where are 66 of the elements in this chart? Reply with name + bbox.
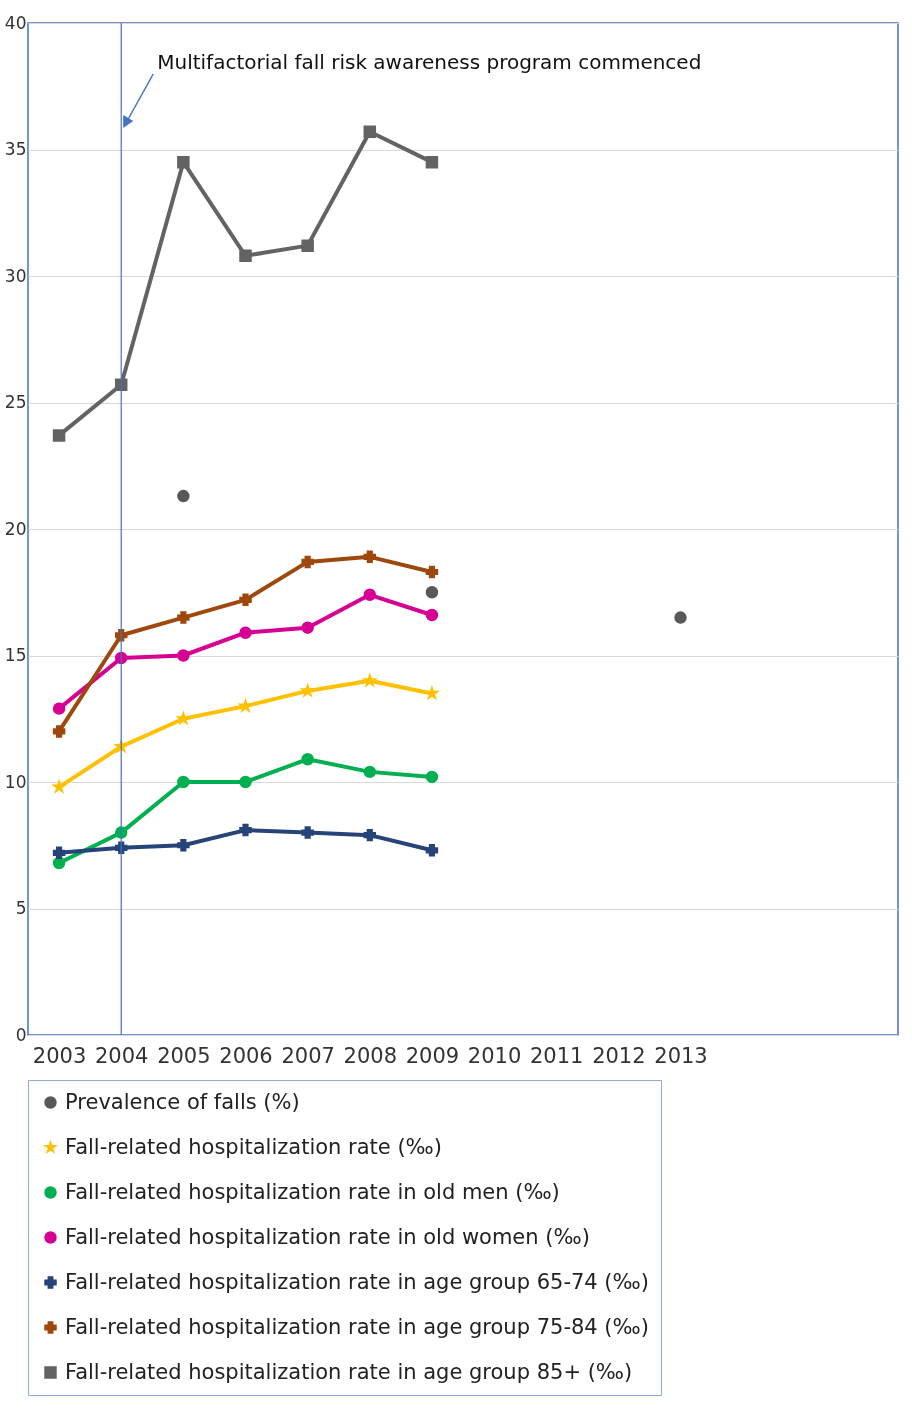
point [51, 778, 67, 794]
point [425, 770, 439, 784]
point [177, 649, 190, 662]
x-tick-label: 2007 [281, 1043, 335, 1068]
point [239, 775, 252, 789]
x-tick-label: 2013 [654, 1043, 708, 1068]
x-tick-label: 2003 [32, 1043, 87, 1068]
y-tick-label: 25 [4, 392, 27, 412]
point [52, 702, 66, 715]
point [301, 555, 314, 569]
legend-label: Fall-related hospitalization rate in age group 65-74 (‰) [65, 1269, 649, 1294]
legend-label: Fall-related hospitalization rate in age group 75-84 (‰) [65, 1314, 649, 1339]
point [363, 588, 377, 602]
point [301, 621, 314, 634]
point [239, 249, 252, 262]
point [425, 844, 439, 857]
point [177, 155, 190, 169]
x-tick-label: 2012 [592, 1043, 646, 1068]
point [239, 593, 252, 607]
legend-label: Fall-related hospitalization rate in old men (‰) [65, 1179, 560, 1204]
point [301, 239, 314, 252]
legend-label: Fall-related hospitalization rate in old women (‰) [65, 1224, 590, 1249]
y-tick-label: 10 [4, 771, 27, 792]
point [52, 429, 66, 442]
point [425, 565, 439, 579]
point [237, 697, 252, 713]
point [177, 489, 190, 503]
x-tick-label: 2010 [467, 1043, 522, 1068]
y-tick-label: 35 [4, 139, 27, 159]
x-tick-label: 2006 [219, 1043, 273, 1068]
point [52, 725, 66, 738]
legend-label: Fall-related hospitalization rate (‰) [65, 1134, 442, 1159]
point [363, 765, 377, 779]
x-tick-label: 2009 [405, 1043, 460, 1068]
y-tick-label: 5 [15, 898, 27, 918]
point [177, 611, 190, 624]
x-tick-label: 2008 [343, 1043, 398, 1068]
x-tick-label: 2011 [529, 1043, 584, 1068]
point [301, 826, 314, 839]
y-tick-label: 0 [15, 1024, 27, 1045]
legend-label: Prevalence of falls (%) [65, 1089, 300, 1114]
point [52, 846, 66, 860]
point [425, 586, 439, 599]
point [239, 626, 252, 639]
x-tick-label: 2004 [94, 1043, 149, 1068]
y-tick-label: 15 [4, 645, 27, 665]
ref-line-label: Multifactorial fall risk awareness program commenced [157, 50, 702, 74]
x-tick-label: 2005 [157, 1043, 211, 1068]
y-tick-label: 30 [4, 265, 27, 286]
point [425, 155, 439, 169]
point [674, 611, 687, 624]
point [177, 775, 190, 789]
point [363, 125, 377, 139]
point [363, 828, 377, 842]
point [239, 823, 252, 837]
y-tick-label: 20 [4, 518, 27, 539]
point [175, 710, 190, 726]
y-tick-label: 40 [4, 12, 27, 33]
point [299, 682, 314, 698]
point [177, 839, 190, 852]
point [361, 672, 378, 688]
point [425, 608, 439, 622]
point [52, 856, 66, 870]
point [363, 550, 377, 564]
legend-label: Fall-related hospitalization rate in age group 85+ (‰) [65, 1359, 633, 1384]
point [301, 753, 314, 766]
